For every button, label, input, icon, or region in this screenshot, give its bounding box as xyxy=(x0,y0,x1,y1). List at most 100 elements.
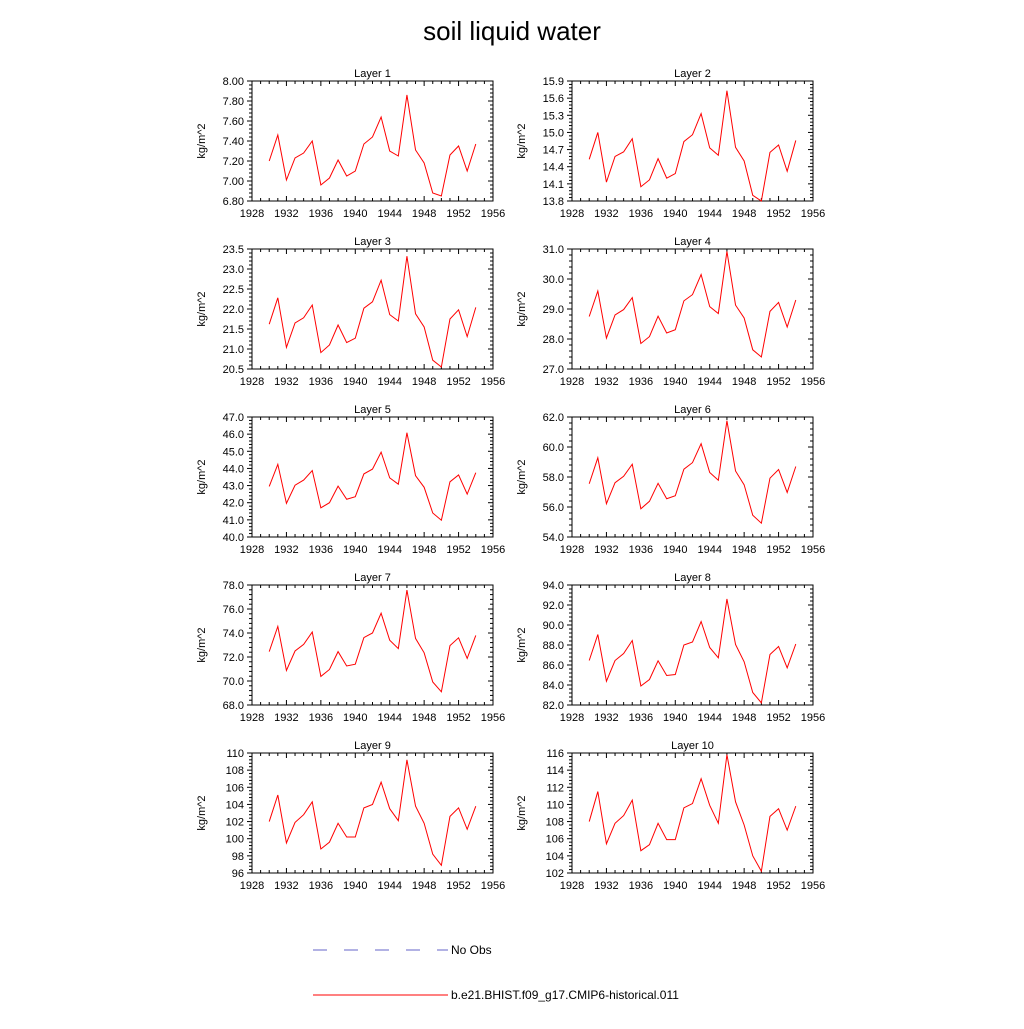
y-tick-label: 108 xyxy=(546,817,564,829)
x-tick-label: 1940 xyxy=(663,376,687,388)
x-tick-label: 1948 xyxy=(732,712,756,724)
y-tick-label: 15.9 xyxy=(543,76,564,88)
x-tick-label: 1936 xyxy=(629,880,653,892)
x-tick-label: 1948 xyxy=(412,712,436,724)
y-tick-label: 94.0 xyxy=(543,580,564,592)
x-tick-label: 1936 xyxy=(309,880,333,892)
plot-frame xyxy=(571,416,814,538)
x-tick-label: 1948 xyxy=(732,208,756,220)
x-tick-label: 1928 xyxy=(560,880,584,892)
x-tick-label: 1936 xyxy=(629,208,653,220)
y-tick-label: 27.0 xyxy=(543,364,564,376)
series-line-model xyxy=(268,759,477,867)
x-tick-label: 1940 xyxy=(663,208,687,220)
legend: No Obs b.e21.BHIST.f09_g17.CMIP6-historic… xyxy=(313,943,679,1002)
y-axis-label: kg/m^2 xyxy=(516,627,528,662)
series-line-model xyxy=(588,598,797,704)
series-line-model xyxy=(588,754,797,873)
y-tick-label: 106 xyxy=(546,834,564,846)
plot-frame xyxy=(571,248,814,370)
y-tick-label: 112 xyxy=(546,782,564,794)
y-tick-label: 60.0 xyxy=(543,442,564,454)
x-tick-label: 1932 xyxy=(594,208,618,220)
y-tick-label: 56.0 xyxy=(543,502,564,514)
x-tick-label: 1948 xyxy=(732,376,756,388)
y-tick-label: 21.5 xyxy=(223,324,244,336)
y-tick-label: 78.0 xyxy=(223,580,244,592)
y-tick-label: 82.0 xyxy=(543,700,564,712)
y-axis-label: kg/m^2 xyxy=(196,123,208,158)
x-tick-label: 1932 xyxy=(274,208,298,220)
x-tick-label: 1940 xyxy=(343,544,367,556)
y-tick-label: 23.0 xyxy=(223,264,244,276)
x-tick-label: 1952 xyxy=(766,208,790,220)
y-axis-label: kg/m^2 xyxy=(196,459,208,494)
y-tick-label: 6.80 xyxy=(223,196,244,208)
x-tick-label: 1952 xyxy=(446,208,470,220)
x-tick-label: 1940 xyxy=(343,712,367,724)
x-tick-label: 1952 xyxy=(446,880,470,892)
panel-title: Layer 5 xyxy=(354,404,391,416)
y-tick-label: 7.40 xyxy=(223,136,244,148)
x-tick-label: 1928 xyxy=(560,208,584,220)
y-tick-label: 15.0 xyxy=(543,127,564,139)
y-tick-label: 41.0 xyxy=(223,515,244,527)
y-axis-label: kg/m^2 xyxy=(516,459,528,494)
x-tick-label: 1952 xyxy=(446,712,470,724)
y-tick-label: 116 xyxy=(546,748,564,760)
x-tick-label: 1956 xyxy=(801,544,825,556)
y-tick-label: 108 xyxy=(226,765,244,777)
x-tick-label: 1944 xyxy=(377,544,401,556)
series-line-model xyxy=(268,94,477,197)
x-tick-label: 1948 xyxy=(412,376,436,388)
x-tick-label: 1948 xyxy=(732,880,756,892)
x-tick-label: 1936 xyxy=(309,376,333,388)
x-tick-label: 1940 xyxy=(663,712,687,724)
series-line-model xyxy=(268,256,477,368)
x-tick-label: 1932 xyxy=(594,376,618,388)
y-tick-label: 110 xyxy=(226,748,244,760)
y-tick-label: 8.00 xyxy=(223,76,244,88)
x-tick-label: 1928 xyxy=(240,208,264,220)
x-tick-label: 1956 xyxy=(801,712,825,724)
x-tick-label: 1936 xyxy=(309,544,333,556)
y-tick-label: 31.0 xyxy=(543,244,564,256)
x-tick-label: 1940 xyxy=(343,208,367,220)
y-tick-label: 15.6 xyxy=(543,93,564,105)
plot-frame xyxy=(251,752,494,874)
x-tick-label: 1928 xyxy=(560,376,584,388)
y-tick-label: 45.0 xyxy=(223,446,244,458)
plot-frame xyxy=(251,584,494,706)
y-tick-label: 74.0 xyxy=(223,628,244,640)
plot-frame xyxy=(251,248,494,370)
x-tick-label: 1928 xyxy=(240,376,264,388)
y-tick-label: 30.0 xyxy=(543,274,564,286)
y-tick-label: 46.0 xyxy=(223,429,244,441)
x-tick-label: 1936 xyxy=(629,712,653,724)
legend-label: No Obs xyxy=(451,943,492,957)
plot-frame xyxy=(251,80,494,202)
y-tick-label: 62.0 xyxy=(543,412,564,424)
y-axis-label: kg/m^2 xyxy=(196,627,208,662)
x-tick-label: 1928 xyxy=(240,880,264,892)
x-tick-label: 1940 xyxy=(663,880,687,892)
plot-frame xyxy=(571,752,814,874)
x-tick-label: 1956 xyxy=(481,208,505,220)
x-tick-label: 1936 xyxy=(629,376,653,388)
panel-title: Layer 7 xyxy=(354,572,391,584)
x-tick-label: 1948 xyxy=(412,544,436,556)
x-tick-label: 1952 xyxy=(766,544,790,556)
x-tick-label: 1928 xyxy=(240,712,264,724)
y-tick-label: 47.0 xyxy=(223,412,244,424)
y-tick-label: 102 xyxy=(226,817,244,829)
x-tick-label: 1932 xyxy=(274,880,298,892)
x-tick-label: 1932 xyxy=(594,880,618,892)
y-tick-label: 43.0 xyxy=(223,481,244,493)
x-tick-label: 1932 xyxy=(274,376,298,388)
series-line-model xyxy=(588,90,797,202)
y-tick-label: 40.0 xyxy=(223,532,244,544)
panel-layer-1: Layer 1 kg/m^2 1928 1932 1936 1940 1944 1948 195… xyxy=(196,68,505,220)
x-tick-label: 1952 xyxy=(766,712,790,724)
x-tick-label: 1956 xyxy=(481,880,505,892)
x-tick-label: 1956 xyxy=(801,376,825,388)
